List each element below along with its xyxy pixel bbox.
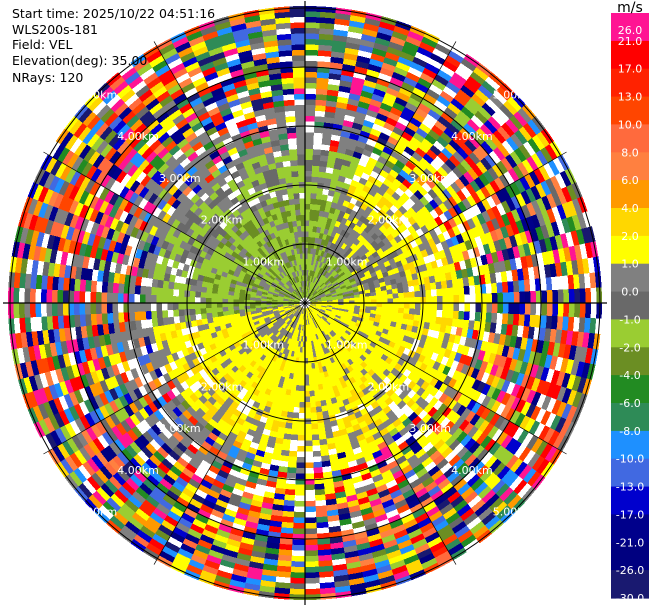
azimuth-spoke bbox=[304, 41, 457, 304]
colorbar-tick-label: 26.0 bbox=[618, 24, 643, 37]
velocity-gates-7 bbox=[42, 7, 590, 595]
colorbar-tick-label: 8.0 bbox=[621, 146, 639, 159]
velocity-gates-19 bbox=[28, 5, 572, 597]
colorbar-swatch bbox=[611, 96, 649, 126]
instrument-label: WLS200s-181 bbox=[12, 22, 98, 37]
colorbar-tick-label: 0.0 bbox=[621, 286, 639, 299]
colorbar-tick-label: -2.0 bbox=[619, 341, 640, 354]
colorbar-tick-label: -8.0 bbox=[619, 425, 640, 438]
colorbar-unit-label: m/s bbox=[617, 0, 643, 16]
colorbar-swatch bbox=[611, 375, 649, 404]
colorbar-swatch bbox=[611, 291, 649, 321]
ring-label: 5.00km bbox=[76, 506, 118, 519]
colorbar-swatch bbox=[611, 430, 649, 460]
azimuth-spoke bbox=[153, 41, 306, 304]
colorbar-swatch bbox=[611, 347, 649, 376]
ring-label: 3.00km bbox=[409, 172, 451, 185]
ring-label: 1.00km bbox=[243, 255, 285, 268]
colorbar-tick-label: 17.0 bbox=[618, 63, 643, 76]
azimuth-spoke bbox=[304, 151, 567, 304]
ring-label: 5.00km bbox=[493, 506, 535, 519]
velocity-gates-0 bbox=[7, 7, 599, 599]
ring-label: 2.00km bbox=[368, 214, 410, 227]
colorbar-tick-label: -17.0 bbox=[616, 508, 644, 521]
azimuth-spoke bbox=[43, 151, 306, 304]
ring-label: 2.00km bbox=[201, 214, 243, 227]
ring-label: 4.00km bbox=[117, 130, 159, 143]
azimuth-spoke bbox=[304, 302, 567, 455]
colorbar-swatch bbox=[611, 180, 649, 209]
ring-label: 5.00km bbox=[493, 88, 535, 101]
azimuth-spoke bbox=[153, 302, 306, 565]
colorbar-tick-label: -21.0 bbox=[616, 536, 644, 549]
range-rings-grid: 1.00km 1.00km 1.00km 1.00km 2.00km 2.00km 2.00… bbox=[3, 1, 607, 605]
colorbar-tick-label: 2.0 bbox=[621, 230, 639, 243]
colorbar-tick-label: -10.0 bbox=[616, 453, 644, 466]
nrays-label: NRays: 120 bbox=[12, 70, 84, 85]
azimuth-spoke bbox=[43, 302, 306, 455]
colorbar-swatch bbox=[611, 319, 649, 348]
start-time-label: Start time: 2025/10/22 04:51:16 bbox=[12, 6, 216, 21]
ring-label: 1.00km bbox=[326, 339, 368, 352]
colorbar-swatch bbox=[611, 403, 649, 432]
velocity-gates-8 bbox=[9, 13, 580, 575]
colorbar-swatch bbox=[611, 514, 649, 543]
colorbar-swatch bbox=[611, 40, 649, 70]
colorbar-swatch bbox=[611, 124, 649, 153]
colorbar: 21.0 17.0 13.0 10.0 8.0 6.0 4.0 2.0 1.0 0.0 -1.0 -2… bbox=[611, 0, 649, 605]
colorbar-tick-label: -30.0 bbox=[616, 592, 644, 605]
velocity-gates-2 bbox=[18, 9, 580, 595]
colorbar-tick-label: 6.0 bbox=[621, 174, 639, 187]
colorbar-swatch bbox=[611, 570, 649, 599]
azimuth-spoke bbox=[304, 302, 457, 565]
ring-label: 3.00km bbox=[159, 422, 201, 435]
ring-label: 1.00km bbox=[326, 255, 368, 268]
field-label: Field: VEL bbox=[12, 37, 73, 52]
colorbar-swatch bbox=[611, 152, 649, 181]
colorbar-swatch bbox=[611, 263, 649, 293]
colorbar-swatch bbox=[611, 486, 649, 516]
colorbar-tick-label: -13.0 bbox=[616, 481, 644, 494]
ring-label: 2.00km bbox=[201, 380, 243, 393]
ring-label: 4.00km bbox=[451, 464, 493, 477]
ring-label: 3.00km bbox=[159, 172, 201, 185]
ring-label: 4.00km bbox=[451, 130, 493, 143]
elevation-label: Elevation(deg): 35.00 bbox=[12, 53, 148, 68]
colorbar-swatch bbox=[611, 235, 649, 265]
colorbar-tick-label: 4.0 bbox=[621, 202, 639, 215]
colorbar-tick-label: -4.0 bbox=[619, 369, 640, 382]
colorbar-tick-label: 21.0 bbox=[618, 35, 643, 48]
colorbar-tick-label: -26.0 bbox=[616, 564, 644, 577]
colorbar-tick-label: 10.0 bbox=[618, 118, 643, 131]
ring-label: 4.00km bbox=[117, 464, 159, 477]
colorbar-tick-label: 1.0 bbox=[621, 258, 639, 271]
colorbar-swatch bbox=[611, 13, 649, 42]
ring-label: 3.00km bbox=[409, 422, 451, 435]
ring-label: 2.00km bbox=[368, 380, 410, 393]
ring-label: 5.00km bbox=[76, 88, 118, 101]
colorbar-swatch bbox=[611, 458, 649, 488]
colorbar-swatch bbox=[611, 208, 649, 237]
ring-label: 1.00km bbox=[243, 339, 285, 352]
colorbar-swatch bbox=[611, 542, 649, 571]
colorbar-tick-label: -1.0 bbox=[619, 313, 640, 326]
colorbar-tick-label: -6.0 bbox=[619, 397, 640, 410]
colorbar-swatch bbox=[611, 68, 649, 98]
colorbar-tick-label: 13.0 bbox=[618, 91, 643, 104]
